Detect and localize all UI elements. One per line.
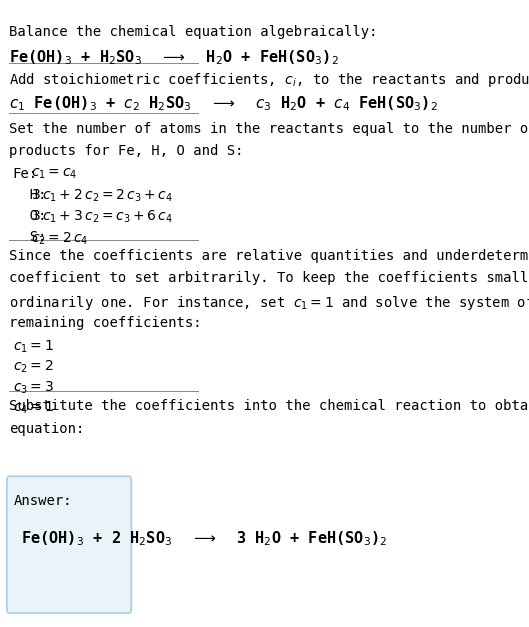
Text: products for Fe, H, O and S:: products for Fe, H, O and S:	[9, 144, 243, 159]
Text: Fe(OH)$_3$ + H$_2$SO$_3$  $\longrightarrow$  H$_2$O + FeH(SO$_3$)$_2$: Fe(OH)$_3$ + H$_2$SO$_3$ $\longrightarro…	[9, 48, 339, 67]
Text: Balance the chemical equation algebraically:: Balance the chemical equation algebraica…	[9, 24, 377, 38]
Text: Substitute the coefficients into the chemical reaction to obtain the balanced: Substitute the coefficients into the che…	[9, 399, 529, 413]
Text: $3\,c_1 + 2\,c_2 = 2\,c_3 + c_4$: $3\,c_1 + 2\,c_2 = 2\,c_3 + c_4$	[31, 188, 173, 204]
Text: $c_1$ Fe(OH)$_3$ + $c_2$ H$_2$SO$_3$  $\longrightarrow$  $c_3$ H$_2$O + $c_4$ Fe: $c_1$ Fe(OH)$_3$ + $c_2$ H$_2$SO$_3$ $\l…	[9, 95, 437, 113]
FancyBboxPatch shape	[7, 477, 131, 613]
Text: $3\,c_1 + 3\,c_2 = c_3 + 6\,c_4$: $3\,c_1 + 3\,c_2 = c_3 + 6\,c_4$	[31, 209, 173, 226]
Text: $c_1 = 1$: $c_1 = 1$	[13, 339, 53, 355]
Text: $c_4 = 1$: $c_4 = 1$	[13, 400, 53, 416]
Text: S:: S:	[13, 230, 47, 245]
Text: $c_2 = 2\,c_4$: $c_2 = 2\,c_4$	[31, 230, 88, 246]
Text: O:: O:	[13, 209, 47, 223]
Text: Since the coefficients are relative quantities and underdetermined, choose a: Since the coefficients are relative quan…	[9, 249, 529, 263]
Text: $c_1 = c_4$: $c_1 = c_4$	[31, 167, 77, 181]
Text: ordinarily one. For instance, set $c_1 = 1$ and solve the system of equations fo: ordinarily one. For instance, set $c_1 =…	[9, 293, 529, 312]
Text: $c_3 = 3$: $c_3 = 3$	[13, 379, 54, 396]
Text: Fe(OH)$_3$ + 2 H$_2$SO$_3$  $\longrightarrow$  3 H$_2$O + FeH(SO$_3$)$_2$: Fe(OH)$_3$ + 2 H$_2$SO$_3$ $\longrightar…	[21, 529, 387, 548]
Text: equation:: equation:	[9, 421, 84, 436]
Text: coefficient to set arbitrarily. To keep the coefficients small, the arbitrary va: coefficient to set arbitrarily. To keep …	[9, 271, 529, 285]
Text: Add stoichiometric coefficients, $c_i$, to the reactants and products:: Add stoichiometric coefficients, $c_i$, …	[9, 71, 529, 89]
Text: Fe:: Fe:	[13, 167, 38, 181]
Text: Answer:: Answer:	[14, 493, 72, 508]
Text: $c_2 = 2$: $c_2 = 2$	[13, 359, 53, 376]
Text: Set the number of atoms in the reactants equal to the number of atoms in the: Set the number of atoms in the reactants…	[9, 122, 529, 136]
Text: H:: H:	[13, 188, 47, 202]
Text: remaining coefficients:: remaining coefficients:	[9, 316, 202, 330]
